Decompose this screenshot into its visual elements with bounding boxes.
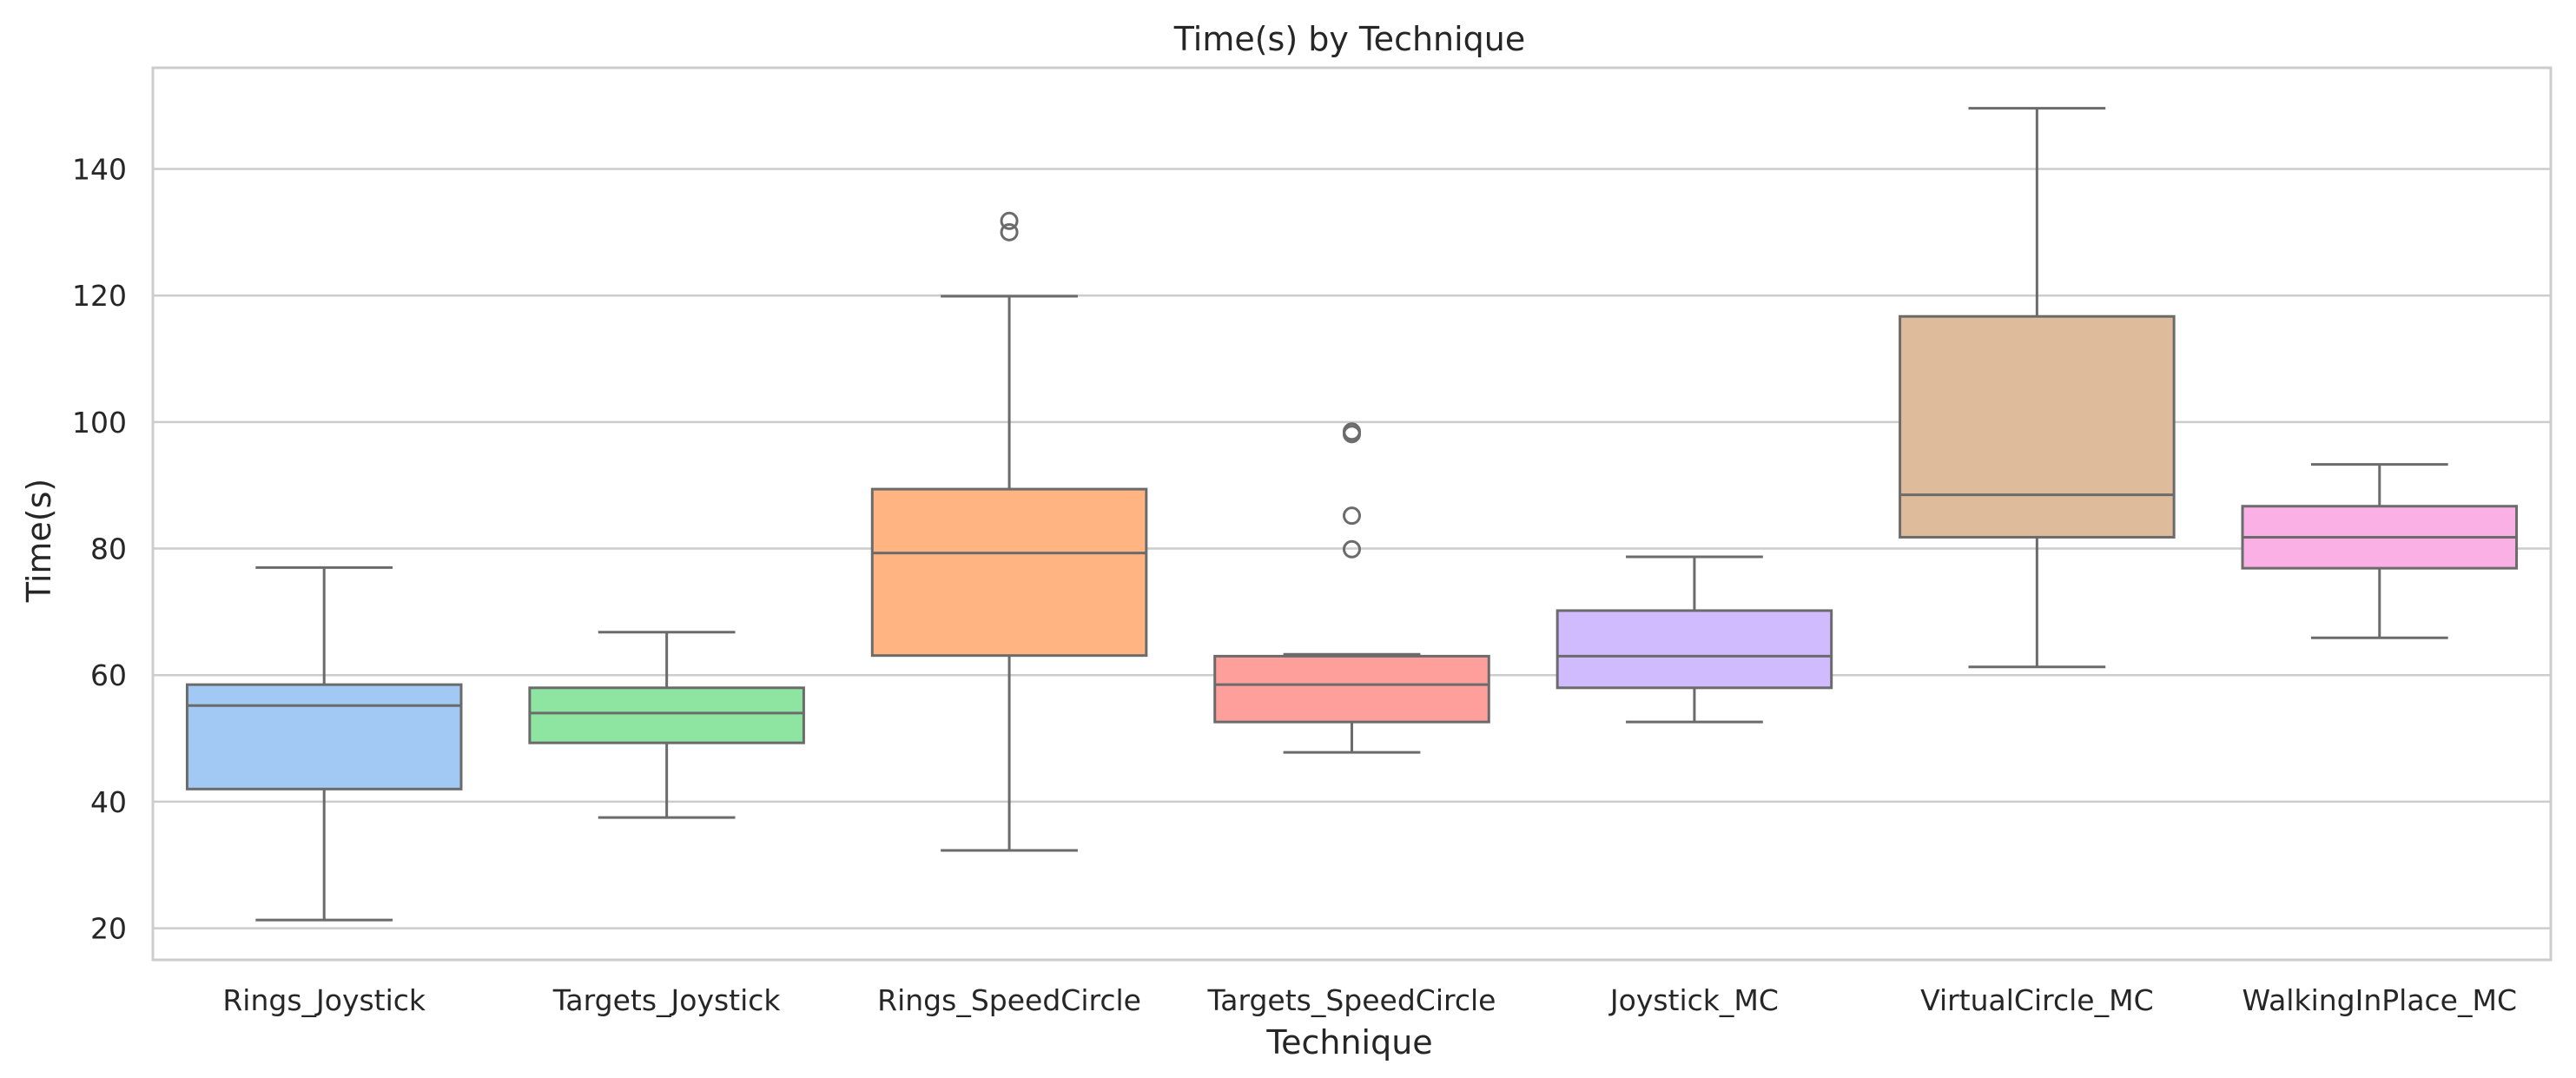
x-tick-label: Targets_SpeedCircle <box>1207 983 1496 1017</box>
boxes-layer <box>185 107 2519 922</box>
box-Rings_SpeedCircle <box>870 211 1148 852</box>
box-Rings_Joystick <box>185 565 463 922</box>
gridlines <box>153 168 2551 929</box>
box-Joystick_MC <box>1556 555 1833 724</box>
y-tick-label: 20 <box>90 912 127 946</box>
box-Targets_Joystick <box>528 631 805 819</box>
box-WalkingInPlace_MC <box>2241 463 2519 639</box>
iqr-box <box>870 487 1148 658</box>
x-tick-label: Rings_SpeedCircle <box>877 983 1141 1017</box>
iqr-box <box>1213 654 1490 724</box>
iqr-box <box>1556 609 1833 690</box>
y-tick-label: 120 <box>72 279 127 313</box>
outlier-point <box>1343 422 1361 441</box>
x-tick-labels: Rings_Joystick Targets_Joystick Rings_Spee… <box>222 983 2517 1017</box>
y-tick-label: 100 <box>72 406 127 440</box>
outlier-point <box>1343 539 1361 559</box>
y-tick-label: 60 <box>90 658 127 692</box>
outlier-point <box>1343 506 1361 526</box>
outlier-point <box>1000 222 1019 241</box>
y-tick-label: 140 <box>72 153 127 187</box>
iqr-box <box>528 686 805 744</box>
y-tick-label: 40 <box>90 785 127 819</box>
x-axis-label: Technique <box>1265 1023 1432 1061</box>
y-tick-label: 80 <box>90 532 127 566</box>
y-tick-labels: 20 40 60 80 100 120 140 <box>72 153 127 946</box>
x-tick-label: Targets_Joystick <box>552 983 782 1017</box>
x-tick-label: Joystick_MC <box>1608 983 1779 1017</box>
y-axis-label: Time(s) <box>20 479 58 603</box>
box-VirtualCircle_MC <box>1899 107 2176 669</box>
x-tick-label: Rings_Joystick <box>222 983 426 1017</box>
iqr-box <box>185 683 463 790</box>
x-tick-label: VirtualCircle_MC <box>1920 983 2154 1017</box>
x-tick-label: WalkingInPlace_MC <box>2242 983 2517 1017</box>
outlier-point <box>1000 211 1019 230</box>
plot-frame <box>151 66 2553 962</box>
chart-title: Time(s) by Technique <box>1173 20 1526 58</box>
box-Targets_SpeedCircle <box>1213 422 1490 754</box>
iqr-box <box>1899 314 2176 539</box>
